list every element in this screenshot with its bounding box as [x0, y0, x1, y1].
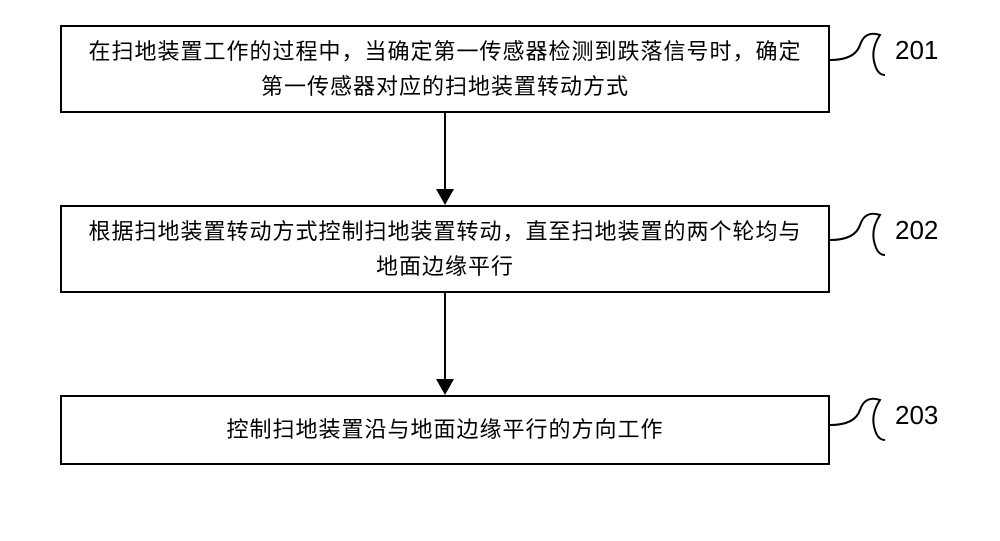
step-label-202: 202: [895, 215, 938, 246]
step-box-202: 根据扫地装置转动方式控制扫地装置转动，直至扫地装置的两个轮均与地面边缘平行: [60, 205, 830, 293]
step-box-203: 控制扫地装置沿与地面边缘平行的方向工作: [60, 395, 830, 465]
step-label-203: 203: [895, 400, 938, 431]
label-connector-201: [830, 30, 890, 80]
connector-line-2: [444, 293, 446, 380]
connector-line-1: [444, 113, 446, 190]
arrow-2: [436, 379, 454, 395]
step-text-202: 根据扫地装置转动方式控制扫地装置转动，直至扫地装置的两个轮均与地面边缘平行: [82, 214, 808, 284]
step-text-201: 在扫地装置工作的过程中，当确定第一传感器检测到跌落信号时，确定第一传感器对应的扫…: [82, 34, 808, 104]
step-label-201: 201: [895, 35, 938, 66]
step-box-201: 在扫地装置工作的过程中，当确定第一传感器检测到跌落信号时，确定第一传感器对应的扫…: [60, 25, 830, 113]
flowchart-container: 在扫地装置工作的过程中，当确定第一传感器检测到跌落信号时，确定第一传感器对应的扫…: [0, 0, 1000, 541]
step-text-203: 控制扫地装置沿与地面边缘平行的方向工作: [226, 412, 663, 447]
label-connector-203: [830, 395, 890, 445]
label-connector-202: [830, 210, 890, 260]
arrow-1: [436, 189, 454, 205]
